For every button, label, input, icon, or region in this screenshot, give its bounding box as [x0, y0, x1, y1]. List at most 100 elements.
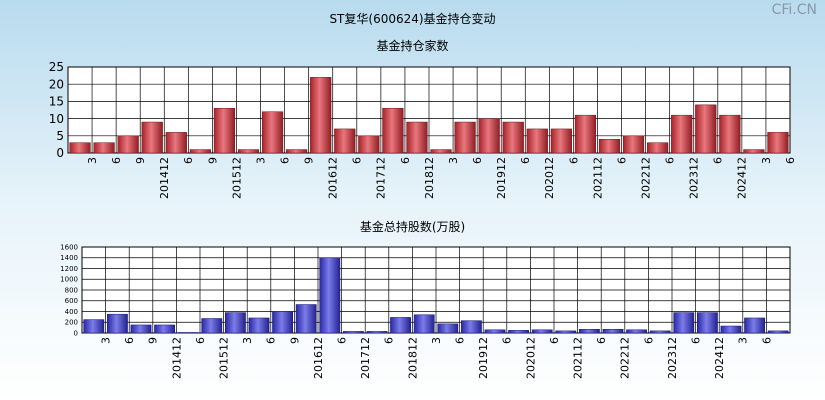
y-tick-label: 5	[56, 129, 64, 143]
x-tick-label: 9	[303, 157, 316, 164]
x-tick-label: 3	[447, 157, 460, 164]
bar	[406, 121, 428, 154]
bar	[310, 77, 332, 154]
x-tick-label: 6	[519, 157, 532, 164]
x-tick-label: 202012	[524, 337, 537, 379]
x-tick-label: 6	[501, 337, 514, 344]
x-tick-label: 3	[737, 337, 750, 344]
y-tick-label: 0	[56, 146, 64, 160]
x-tick-label: 9	[147, 337, 160, 344]
bar	[154, 324, 175, 334]
bar	[461, 320, 482, 334]
bar	[767, 132, 789, 154]
x-tick-label: 202212	[639, 157, 652, 199]
x-tick-label: 6	[383, 337, 396, 344]
y-tick-label: 10	[49, 112, 64, 126]
x-tick-label: 202112	[591, 157, 604, 199]
x-tick-label: 202412	[713, 337, 726, 379]
bar	[574, 114, 597, 154]
x-tick-label: 202012	[543, 157, 556, 199]
y-tick-label: 1000	[60, 276, 78, 284]
x-tick-label: 3	[99, 337, 112, 344]
x-tick-label: 6	[335, 337, 348, 344]
x-tick-label: 6	[453, 337, 466, 344]
bar	[579, 328, 600, 334]
x-tick-label: 6	[548, 337, 561, 344]
y-tick-label: 1600	[60, 243, 78, 251]
bar	[272, 311, 293, 334]
x-tick-label: 6	[123, 337, 136, 344]
bar	[502, 121, 524, 154]
bar	[390, 317, 411, 334]
x-tick-label: 6	[760, 337, 773, 344]
bar	[550, 128, 572, 154]
x-tick-label: 9	[206, 157, 219, 164]
bar	[626, 329, 647, 334]
x-tick-label: 3	[86, 157, 99, 164]
bar	[366, 331, 388, 334]
y-tick-label: 25	[49, 60, 64, 74]
x-tick-label: 6	[194, 337, 207, 344]
y-tick-label: 0	[74, 329, 78, 337]
x-tick-label: 201812	[423, 157, 436, 199]
bar	[107, 313, 128, 334]
bar	[647, 142, 669, 154]
bar	[334, 128, 356, 154]
y-tick-label: 600	[65, 297, 78, 305]
y-tick-label: 200	[65, 319, 78, 327]
bar	[649, 330, 671, 334]
bar	[213, 108, 236, 154]
bar	[673, 312, 695, 334]
x-tick-label: 201412	[158, 157, 171, 199]
bar	[413, 314, 435, 334]
bar	[598, 138, 621, 154]
bar	[508, 330, 529, 334]
bar	[201, 318, 223, 334]
bar	[526, 128, 548, 154]
bar	[141, 121, 163, 154]
bar	[117, 135, 139, 154]
bar	[295, 304, 317, 334]
bar	[382, 108, 404, 154]
bar	[343, 331, 364, 334]
y-tick-label: 1200	[60, 265, 78, 273]
bar	[437, 323, 459, 334]
bar	[671, 114, 693, 154]
y-tick-label: 1400	[60, 254, 78, 262]
bar	[720, 325, 742, 334]
bar	[358, 135, 380, 154]
x-tick-label: 201512	[217, 337, 230, 379]
x-tick-label: 201612	[312, 337, 325, 379]
x-tick-label: 6	[471, 157, 484, 164]
x-tick-label: 201612	[327, 157, 340, 199]
x-tick-label: 202112	[571, 337, 584, 379]
x-tick-label: 201912	[477, 337, 490, 379]
x-tick-label: 9	[288, 337, 301, 344]
bar	[93, 142, 115, 154]
x-tick-label: 6	[351, 157, 364, 164]
chart2-title: 基金总持股数(万股)	[359, 220, 466, 234]
x-tick-label: 6	[689, 337, 702, 344]
bar	[83, 319, 105, 334]
x-tick-label: 202312	[688, 157, 701, 199]
bar	[719, 114, 741, 154]
bar	[454, 121, 476, 154]
x-tick-label: 201912	[495, 157, 508, 199]
bar	[319, 257, 341, 334]
x-tick-label: 202212	[619, 337, 632, 379]
bar	[430, 149, 452, 154]
bar	[743, 149, 765, 154]
bar	[286, 149, 308, 154]
x-tick-label: 6	[642, 337, 655, 344]
x-tick-label: 6	[182, 157, 195, 164]
bar	[695, 104, 717, 154]
chart-main-title: ST复华(600624)基金持仓变动	[329, 12, 496, 26]
x-tick-label: 6	[567, 157, 580, 164]
y-tick-label: 800	[65, 286, 78, 294]
x-tick-label: 6	[278, 157, 291, 164]
bar	[555, 330, 577, 334]
bar	[478, 118, 500, 154]
bar	[177, 332, 199, 334]
y-tick-label: 20	[49, 77, 64, 91]
bar	[484, 329, 506, 334]
